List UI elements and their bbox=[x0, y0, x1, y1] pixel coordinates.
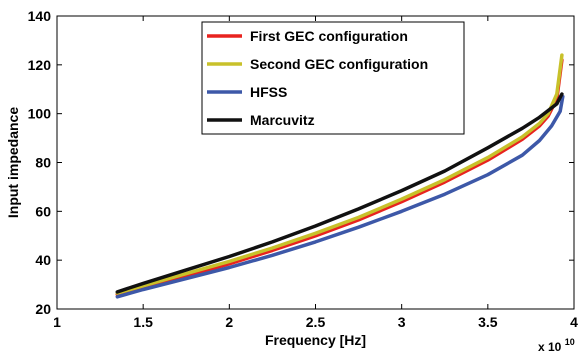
x-tick-label: 1 bbox=[53, 314, 61, 330]
x-tick-label: 4 bbox=[570, 314, 578, 330]
legend-label: Marcuvitz bbox=[250, 112, 315, 128]
series-line-4 bbox=[115, 92, 564, 294]
x-tick-label: 3 bbox=[398, 314, 406, 330]
x-tick-label: 1.5 bbox=[133, 314, 153, 330]
series-line-2 bbox=[115, 53, 564, 295]
y-tick-label: 40 bbox=[35, 252, 51, 268]
legend-box bbox=[201, 21, 465, 135]
x-axis-label: Frequency [Hz] bbox=[265, 332, 366, 348]
series-line-3 bbox=[115, 94, 565, 299]
y-tick-label: 140 bbox=[28, 8, 52, 24]
y-axis-label: Input impedance bbox=[5, 107, 21, 218]
y-tick-label: 120 bbox=[28, 57, 52, 73]
x-tick-label: 2 bbox=[225, 314, 233, 330]
y-tick-label: 80 bbox=[35, 155, 51, 171]
y-tick-label: 20 bbox=[35, 301, 51, 317]
y-tick-label: 60 bbox=[35, 203, 51, 219]
legend-label: First GEC configuration bbox=[250, 28, 408, 44]
x-tick-label: 3.5 bbox=[478, 314, 498, 330]
ticks-layer: 1 1.5 2 2.5 3 3.5 4 20 40 60 80 100 120 140 bbox=[28, 8, 578, 330]
x-axis-multiplier-base: x 10 bbox=[538, 340, 562, 353]
x-axis-multiplier: x 10 10 bbox=[538, 337, 575, 353]
series-layer bbox=[115, 53, 565, 299]
legend-label: Second GEC configuration bbox=[250, 56, 428, 72]
legend: First GEC configuration Second GEC config… bbox=[201, 21, 465, 135]
legend-label: HFSS bbox=[250, 84, 287, 100]
x-axis-multiplier-exponent: 10 bbox=[565, 337, 575, 347]
y-tick-label: 100 bbox=[28, 106, 52, 122]
x-tick-label: 2.5 bbox=[306, 314, 326, 330]
